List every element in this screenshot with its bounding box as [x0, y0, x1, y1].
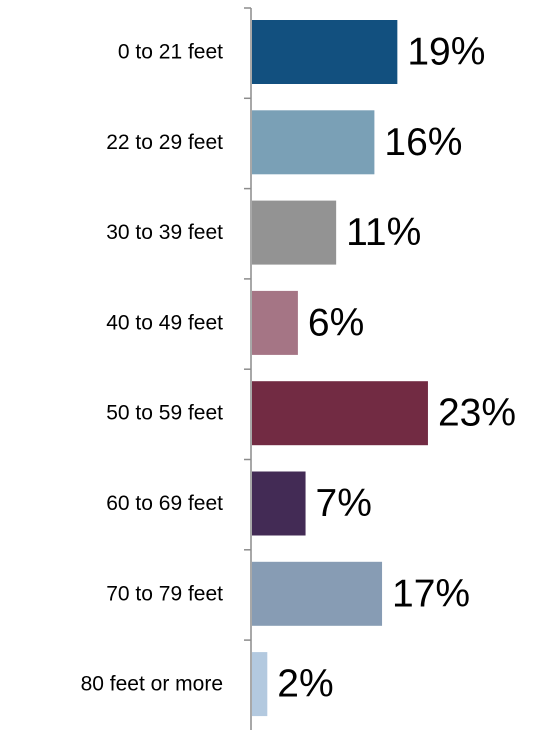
bars-group	[252, 20, 428, 717]
bar-2	[252, 110, 375, 175]
category-label-7: 70 to 79 feet	[106, 582, 223, 605]
bar-4	[252, 290, 298, 355]
bar-8	[252, 652, 268, 717]
value-label-2: 16%	[384, 121, 462, 164]
category-label-4: 40 to 49 feet	[106, 311, 223, 334]
value-label-8: 2%	[277, 663, 333, 706]
category-label-5: 50 to 59 feet	[106, 402, 223, 425]
value-label-6: 7%	[316, 482, 372, 525]
value-label-7: 17%	[392, 572, 470, 615]
category-label-8: 80 feet or more	[81, 673, 223, 696]
bar-5	[252, 381, 428, 446]
bar-6	[252, 471, 306, 536]
category-label-2: 22 to 29 feet	[106, 131, 223, 154]
bar-7	[252, 561, 383, 626]
value-labels: 19% 16% 11% 6% 23% 7% 17% 2%	[277, 31, 516, 706]
value-label-4: 6%	[308, 301, 364, 344]
value-label-3: 11%	[346, 211, 421, 254]
category-label-6: 60 to 69 feet	[106, 492, 223, 515]
category-label-1: 0 to 21 feet	[118, 41, 223, 64]
axis-group	[244, 7, 252, 730]
bar-3	[252, 200, 337, 265]
bar-1	[252, 20, 398, 84]
value-label-5: 23%	[438, 392, 516, 435]
category-labels: 0 to 21 feet 22 to 29 feet 30 to 39 feet 40…	[81, 41, 224, 696]
value-label-1: 19%	[407, 31, 485, 74]
category-label-3: 30 to 39 feet	[106, 221, 223, 244]
